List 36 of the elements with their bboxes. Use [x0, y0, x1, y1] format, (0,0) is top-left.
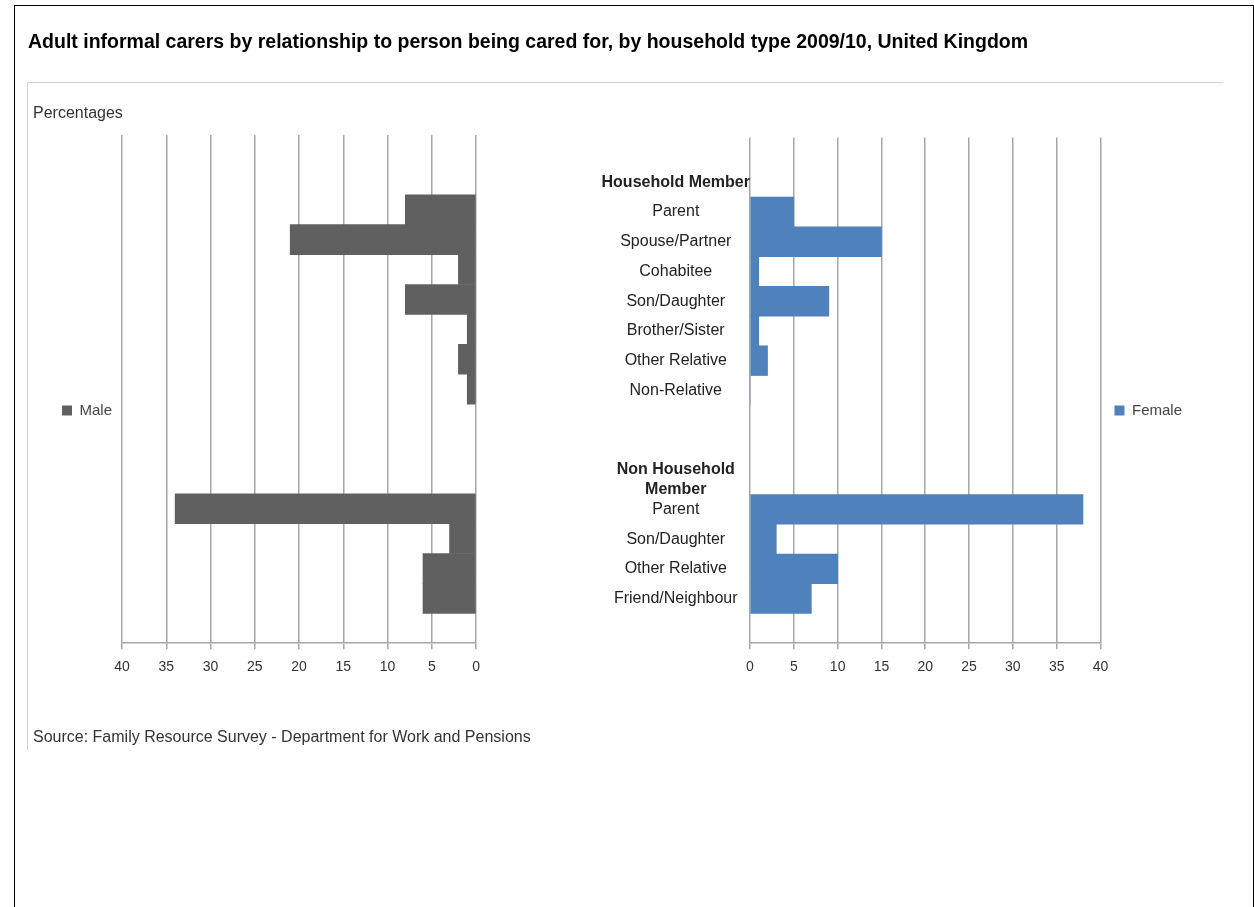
y-tick-label: Spouse/Partner [620, 232, 733, 250]
y-tick-label: Other Relative [624, 559, 727, 577]
x-tick-label: 5 [427, 658, 436, 675]
x-tick-label: 10 [829, 658, 846, 675]
x-tick-label: 20 [291, 658, 308, 675]
y-tick-label: Parent [652, 499, 700, 517]
x-tick-label: 15 [873, 658, 890, 675]
legend-label: Male [79, 400, 113, 418]
x-tick-label: 35 [158, 658, 175, 675]
y-tick-label: Non Household Member [616, 460, 735, 497]
x-tick-label: 20 [917, 658, 934, 675]
x-tick-label: 0 [472, 658, 481, 675]
y-tick-label: Brother/Sister [626, 321, 726, 339]
x-tick-label: 25 [961, 658, 978, 675]
x-tick-label: 30 [202, 658, 219, 675]
y-tick-label: Other Relative [624, 351, 727, 369]
y-tick-label: Cohabitee [639, 261, 713, 279]
x-tick-label: 40 [1092, 658, 1109, 675]
y-tick-label: Son/Daughter [626, 291, 726, 309]
x-tick-label: 0 [746, 658, 755, 675]
x-tick-label: 30 [1005, 658, 1021, 675]
x-tick-label: 35 [1048, 658, 1065, 675]
y-tick-label: Son/Daughter [626, 529, 726, 547]
legend-label: Female [1131, 400, 1183, 418]
y-tick-label: Parent [652, 202, 700, 220]
y-tick-label: Household Member [601, 172, 750, 190]
text: Adult informal carers by relationship to person being cared for, by household type 2009/10, United Kingdom [28, 30, 1029, 53]
x-tick-label: 40 [114, 658, 131, 675]
x-tick-label: 5 [789, 658, 798, 675]
y-axis-title: Percentages [33, 104, 123, 122]
x-tick-label: 25 [247, 658, 263, 675]
source-note: Source: Family Resource Survey - Department for Work and Pensions [33, 728, 531, 746]
y-tick-label: Friend/Neighbour [613, 588, 739, 606]
y-tick-label: Non-Relative [629, 380, 723, 398]
x-tick-label: 15 [335, 658, 352, 675]
x-tick-label: 10 [379, 658, 396, 675]
